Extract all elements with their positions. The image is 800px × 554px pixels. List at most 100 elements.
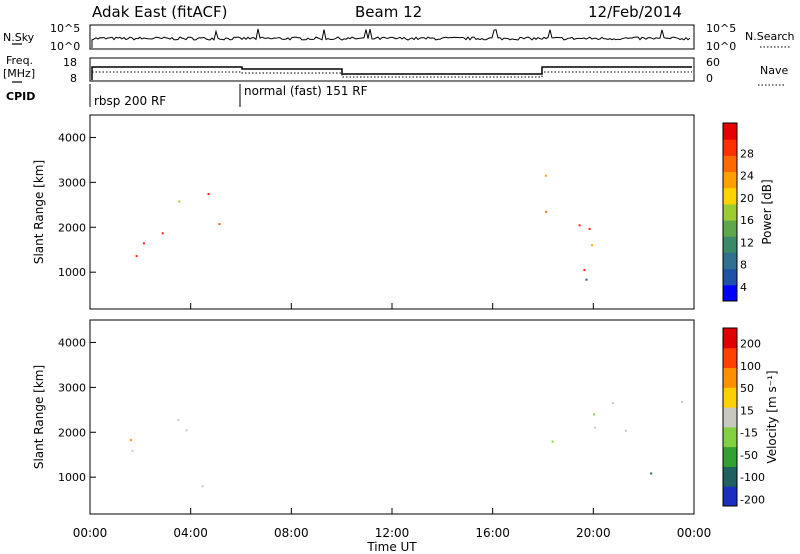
colorbar-swatch (723, 284, 737, 302)
ytick-label: 3000 (58, 176, 86, 189)
nsearch-tick-top: 10^5 (706, 22, 736, 35)
colorbar-tick-label: 15 (740, 404, 754, 417)
colorbar-swatch (723, 486, 737, 507)
nave-tick-top: 60 (706, 56, 720, 69)
colorbar-swatch (723, 426, 737, 448)
power-colorbar: 4 8 12 16 20 24 28 (722, 122, 754, 302)
ytick-label: 1000 (58, 471, 86, 484)
data-cell-0-0 (178, 200, 181, 203)
data-cell-1-0 (185, 429, 188, 432)
data-cell-0-0 (207, 193, 210, 195)
colorbar-tick-label: 12 (740, 236, 754, 249)
colorbar-tick-label: 4 (740, 281, 747, 294)
data-cell-1-3 (611, 402, 614, 405)
data-cell-0-4 (583, 269, 586, 272)
colorbar-tick-label: -15 (740, 427, 758, 440)
colorbar-swatch (723, 171, 737, 189)
ytick-label: 1000 (58, 266, 86, 279)
nsearch-tick-bottom: 10^0 (706, 40, 736, 53)
colorbar-swatch (723, 236, 737, 253)
beam-title: Beam 12 (355, 3, 422, 21)
data-cell-1-0 (201, 485, 204, 488)
data-cell-0-4 (585, 278, 588, 281)
colorbar-swatch (723, 268, 737, 286)
xtick-label: 12:00 (375, 526, 410, 540)
power-colorbar-label: Power [dB] (760, 179, 774, 244)
ytick-label: 2000 (58, 221, 86, 234)
data-cell-0-1 (218, 223, 221, 226)
xtick-label: 08:00 (274, 526, 309, 540)
nave-tick-bottom: 0 (706, 72, 713, 85)
velocity-data-marks (129, 401, 684, 488)
colorbar-swatch (723, 446, 737, 467)
xtick-label: 16:00 (475, 526, 510, 540)
freq-tick-top: 18 (63, 56, 77, 69)
data-cell-1-3 (594, 426, 597, 429)
cpid-segment-rbsp: rbsp 200 RF (94, 94, 166, 108)
colorbar-swatch (723, 123, 737, 140)
colorbar-swatch (723, 252, 737, 270)
data-cell-0-0 (142, 242, 145, 245)
velocity-y-axis: 1000 2000 3000 4000 (58, 336, 96, 484)
time-x-axis: 00:00 04:00 08:00 12:00 16:00 20:00 00:00 (73, 303, 712, 540)
xtick-label: 00:00 (677, 526, 712, 540)
colorbar-tick-label: -100 (740, 471, 765, 484)
ytick-label: 3000 (58, 381, 86, 394)
freq-trace (91, 66, 692, 80)
data-cell-0-5 (591, 244, 593, 247)
data-cell-0-5 (544, 174, 547, 177)
colorbar-tick-label: 20 (740, 192, 754, 205)
colorbar-swatch (723, 407, 737, 428)
data-cell-0-0 (135, 255, 138, 258)
nsky-strip-frame (89, 24, 695, 50)
colorbar-swatch (723, 466, 737, 487)
nave-trace (92, 71, 692, 78)
velocity-panel: 1000 2000 3000 4000 Slant Range [km] 200 100… (32, 319, 779, 515)
colorbar-tick-label: 200 (740, 338, 761, 351)
colorbar-swatch (723, 187, 737, 205)
xtick-label: 20:00 (576, 526, 611, 540)
colorbar-swatch (723, 139, 737, 156)
power-ylabel: Slant Range [km] (32, 160, 46, 264)
xtick-label: 00:00 (73, 526, 108, 540)
nsky-tick-bottom: 10^0 (50, 40, 80, 53)
data-cell-0-4 (578, 224, 581, 227)
colorbar-frame (722, 327, 738, 507)
data-cell-1-0 (177, 418, 180, 421)
colorbar-swatch (723, 347, 737, 369)
colorbar-frame (722, 122, 738, 302)
power-panel: 1000 2000 3000 4000 Slant Range [km] 4 8 12 16… (32, 114, 774, 310)
ytick-label: 4000 (58, 131, 86, 144)
colorbar-tick-label: 24 (740, 170, 754, 183)
nave-label: Nave (760, 64, 788, 77)
velocity-colorbar-label: Velocity [m s⁻¹] (765, 370, 779, 463)
cpid-segment-normal: normal (fast) 151 RF (244, 84, 368, 98)
ytick-label: 2000 (58, 426, 86, 439)
velocity-colorbar: 200 100 50 15 -15 -50 -100 -200 (722, 327, 765, 507)
colorbar-tick-label: 8 (740, 259, 747, 272)
data-cell-1-4 (593, 413, 596, 416)
data-cell-1-3 (681, 401, 684, 403)
colorbar-tick-label: 16 (740, 214, 754, 227)
freq-tick-bottom: 8 (70, 72, 77, 85)
power-plot-area (90, 115, 694, 309)
colorbar-swatch (723, 155, 737, 173)
colorbar-swatch (723, 387, 737, 408)
data-cell-1-0 (131, 449, 134, 452)
nsearch-label: N.Search (745, 30, 795, 43)
date-title: 12/Feb/2014 (588, 3, 682, 21)
nsky-label: N.Sky (3, 31, 35, 44)
colorbar-swatch (723, 328, 737, 349)
data-cell-1-4 (551, 440, 554, 443)
data-cell-0-0 (161, 232, 164, 235)
xaxis-label: Time UT (366, 540, 417, 554)
power-data-marks (135, 174, 593, 281)
colorbar-swatch (723, 367, 737, 388)
colorbar-tick-label: 28 (740, 147, 754, 160)
freq-label: Freq. (6, 54, 33, 67)
data-cell-0-4 (588, 227, 591, 230)
cpid-label: CPID (6, 90, 35, 103)
colorbar-tick-label: -200 (740, 493, 765, 506)
data-cell-1-3 (624, 429, 627, 432)
